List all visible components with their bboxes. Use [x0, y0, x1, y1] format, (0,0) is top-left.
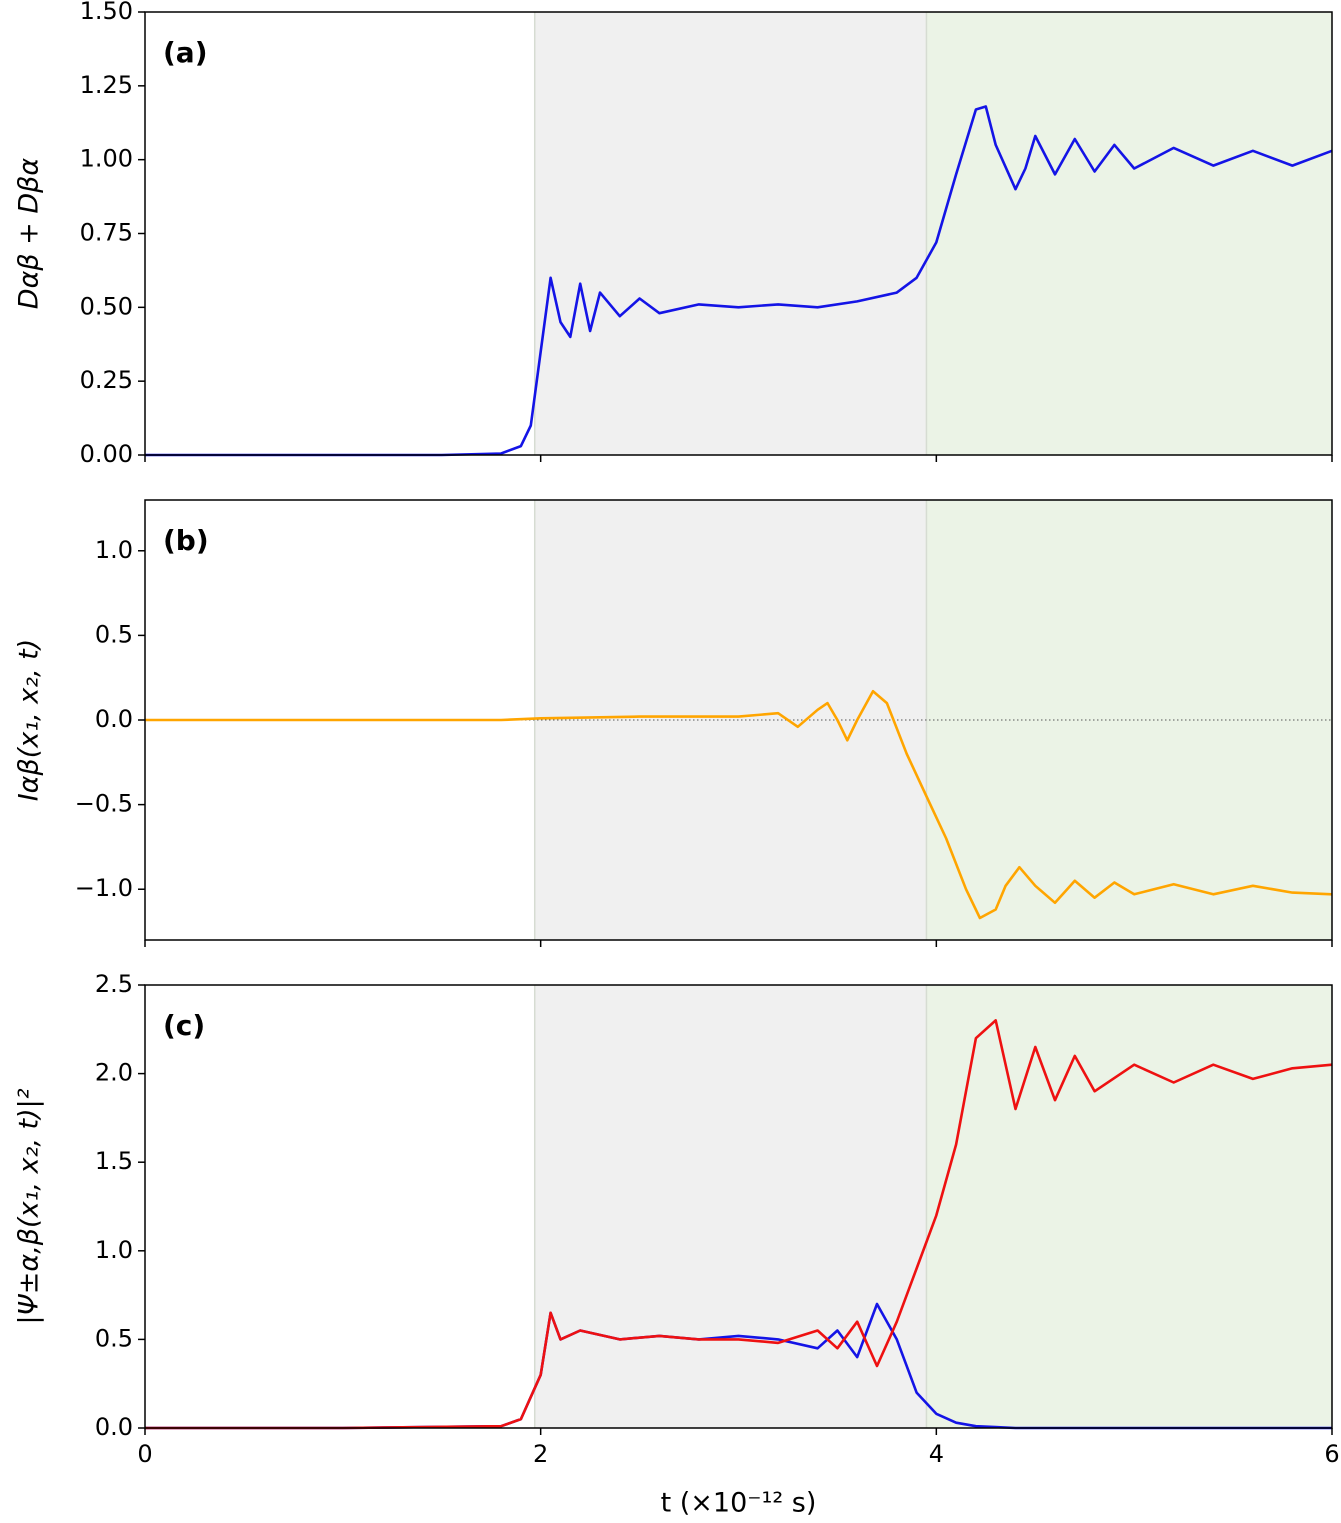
- y-tick-label: −1.0: [75, 874, 133, 902]
- y-tick-label: 1.0: [95, 1236, 133, 1264]
- panel-label: (a): [163, 36, 208, 69]
- shaded-region: [926, 985, 1332, 1428]
- y-tick-label: 0.5: [95, 1324, 133, 1352]
- y-tick-label: 1.0: [95, 536, 133, 564]
- shaded-region: [926, 12, 1332, 455]
- y-tick-label: 2.5: [95, 970, 133, 998]
- data-line: [145, 689, 1333, 920]
- y-tick-label: 0.25: [80, 366, 133, 394]
- y-tick-label: 0.0: [95, 1413, 133, 1441]
- x-tick-label: 4: [929, 1440, 944, 1468]
- y-tick-label: 0.75: [80, 219, 133, 247]
- y-tick-label: 1.25: [80, 71, 133, 99]
- y-axis-label: Dαβ + Dβα: [14, 158, 45, 310]
- y-axis-label: Iαβ(x₁, x₂, t): [14, 639, 45, 802]
- y-tick-label: 0.0: [95, 705, 133, 733]
- x-tick-label: 0: [137, 1440, 152, 1468]
- y-tick-label: 1.00: [80, 145, 133, 173]
- panel-label: (c): [163, 1009, 205, 1042]
- y-tick-label: 1.5: [95, 1147, 133, 1175]
- y-tick-label: 2.0: [95, 1059, 133, 1087]
- shaded-region: [534, 12, 927, 455]
- y-tick-label: 0.5: [95, 620, 133, 648]
- panel-label: (b): [163, 524, 209, 557]
- x-tick-label: 2: [533, 1440, 548, 1468]
- data-line: [145, 1019, 1333, 1430]
- y-tick-label: 0.50: [80, 292, 133, 320]
- y-tick-label: 1.50: [80, 0, 133, 25]
- shaded-region: [534, 985, 927, 1428]
- y-tick-label: 0.00: [80, 440, 133, 468]
- x-tick-label: 6: [1324, 1440, 1339, 1468]
- y-axis-label: |Ψ±α,β(x₁, x₂, t)|²: [14, 1088, 45, 1324]
- plot-frame: [144, 984, 1333, 1429]
- y-tick-label: −0.5: [75, 790, 133, 818]
- x-axis-label: t (×10⁻¹² s): [661, 1488, 817, 1519]
- data-line: [145, 105, 1333, 457]
